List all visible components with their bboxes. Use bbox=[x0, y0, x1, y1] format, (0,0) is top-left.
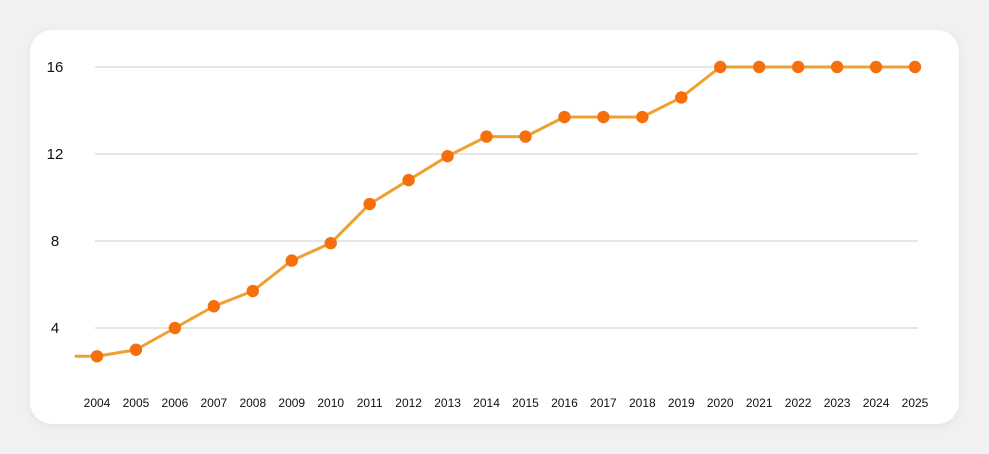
data-point bbox=[480, 130, 493, 143]
data-point bbox=[908, 60, 922, 74]
x-tick-label: 2012 bbox=[395, 396, 422, 410]
x-tick-label: 2024 bbox=[863, 396, 890, 410]
y-axis-ticks: 4 8 12 16 bbox=[47, 59, 64, 337]
data-point bbox=[869, 60, 883, 74]
data-point bbox=[129, 343, 143, 356]
y-tick-label: 12 bbox=[47, 146, 64, 163]
grid-lines bbox=[95, 66, 918, 329]
x-tick-label: 2016 bbox=[551, 396, 578, 410]
data-point bbox=[324, 236, 337, 250]
data-point bbox=[791, 60, 805, 74]
series-line-layer bbox=[74, 65, 917, 358]
x-tick-label: 2019 bbox=[668, 396, 695, 410]
x-tick-label: 2022 bbox=[785, 396, 812, 410]
data-point bbox=[441, 149, 454, 163]
data-point bbox=[90, 350, 104, 363]
data-point bbox=[246, 284, 260, 298]
y-tick-label: 4 bbox=[51, 320, 59, 337]
x-tick-label: 2014 bbox=[473, 396, 500, 410]
data-point bbox=[675, 91, 688, 104]
data-point bbox=[558, 110, 571, 124]
x-tick-label: 2017 bbox=[590, 396, 617, 410]
x-tick-label: 2025 bbox=[902, 396, 929, 410]
data-point bbox=[519, 130, 532, 143]
x-tick-label: 2005 bbox=[123, 396, 150, 410]
data-point bbox=[363, 197, 376, 211]
x-tick-label: 2011 bbox=[357, 396, 383, 410]
data-point bbox=[207, 300, 221, 313]
x-axis-ticks: 2004 2005 2006 2007 2008 2009 2010 2011 2012 2013… bbox=[84, 396, 929, 410]
x-tick-label: 2020 bbox=[707, 396, 734, 410]
x-tick-label: 2009 bbox=[278, 396, 305, 410]
data-point bbox=[636, 110, 649, 124]
x-tick-label: 2004 bbox=[84, 396, 111, 410]
data-point bbox=[597, 110, 610, 124]
y-tick-label: 8 bbox=[51, 233, 59, 250]
data-point bbox=[402, 173, 415, 187]
data-point bbox=[285, 254, 298, 267]
data-point bbox=[752, 60, 766, 74]
x-tick-label: 2010 bbox=[317, 396, 344, 410]
x-tick-label: 2013 bbox=[434, 396, 461, 410]
x-tick-label: 2021 bbox=[746, 396, 773, 410]
data-point bbox=[830, 60, 844, 74]
x-tick-label: 2007 bbox=[201, 396, 228, 410]
x-tick-label: 2008 bbox=[239, 396, 266, 410]
x-tick-label: 2015 bbox=[512, 396, 539, 410]
data-point bbox=[168, 321, 182, 335]
series-points bbox=[90, 60, 922, 363]
series-line bbox=[74, 65, 917, 358]
y-tick-label: 16 bbox=[47, 59, 64, 76]
x-tick-label: 2006 bbox=[162, 396, 189, 410]
data-point bbox=[714, 60, 727, 74]
x-tick-label: 2023 bbox=[824, 396, 851, 410]
x-tick-label: 2018 bbox=[629, 396, 656, 410]
chart-card bbox=[30, 30, 959, 424]
